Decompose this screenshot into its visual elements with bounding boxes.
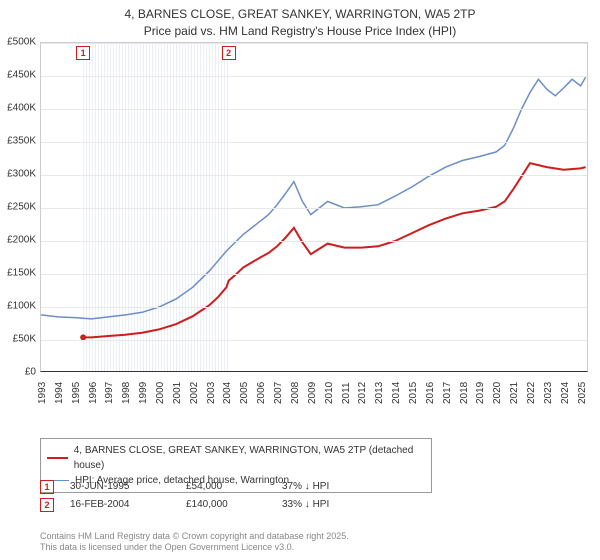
y-tick-label: £250K: [0, 202, 36, 213]
x-tick-label: 1999: [138, 382, 149, 404]
x-tick-label: 2023: [543, 382, 554, 404]
y-tick-label: £200K: [0, 235, 36, 246]
x-tick-label: 2001: [172, 382, 183, 404]
y-gridline: [41, 241, 587, 242]
x-tick-label: 2010: [324, 382, 335, 404]
x-tick-label: 2016: [425, 382, 436, 404]
series-price_paid: [83, 163, 585, 337]
legend-label: 4, BARNES CLOSE, GREAT SANKEY, WARRINGTO…: [74, 443, 425, 473]
x-tick-label: 1997: [104, 382, 115, 404]
y-tick-label: £50K: [0, 334, 36, 345]
x-tick-label: 2018: [459, 382, 470, 404]
title-line-1: 4, BARNES CLOSE, GREAT SANKEY, WARRINGTO…: [0, 6, 600, 23]
y-tick-label: £500K: [0, 37, 36, 48]
sale-row: 2 16-FEB-2004 £140,000 33% ↓ HPI: [40, 496, 362, 514]
y-gridline: [41, 274, 587, 275]
sale-row: 1 30-JUN-1995 £54,000 37% ↓ HPI: [40, 478, 362, 496]
series-hpi: [41, 77, 586, 319]
y-gridline: [41, 76, 587, 77]
x-tick-label: 2017: [442, 382, 453, 404]
x-tick-label: 2024: [560, 382, 571, 404]
x-tick-label: 2007: [273, 382, 284, 404]
x-tick-label: 1993: [37, 382, 48, 404]
x-tick-label: 2012: [357, 382, 368, 404]
y-gridline: [41, 142, 587, 143]
sale-marker-1: 1: [76, 46, 90, 60]
y-tick-label: £400K: [0, 103, 36, 114]
y-gridline: [41, 43, 587, 44]
sale-date: 16-FEB-2004: [70, 496, 170, 514]
plot-region: 12: [40, 42, 588, 372]
sale-pct-vs-hpi: 37% ↓ HPI: [282, 478, 362, 496]
x-tick-label: 2021: [509, 382, 520, 404]
x-tick-label: 1994: [54, 382, 65, 404]
sale-pct-vs-hpi: 33% ↓ HPI: [282, 496, 362, 514]
chart-area: 12 £0£50K£100K£150K£200K£250K£300K£350K£…: [40, 42, 588, 402]
y-gridline: [41, 340, 587, 341]
x-tick-label: 2008: [290, 382, 301, 404]
x-tick-label: 1998: [121, 382, 132, 404]
y-gridline: [41, 175, 587, 176]
y-tick-label: £350K: [0, 136, 36, 147]
y-tick-label: £450K: [0, 70, 36, 81]
x-tick-label: 2006: [256, 382, 267, 404]
legend-swatch: [47, 457, 68, 459]
x-tick-label: 2022: [526, 382, 537, 404]
y-tick-label: £100K: [0, 301, 36, 312]
x-tick-label: 1995: [71, 382, 82, 404]
y-gridline: [41, 109, 587, 110]
x-tick-label: 2005: [239, 382, 250, 404]
sale-number-box: 1: [40, 480, 54, 494]
x-tick-label: 2014: [391, 382, 402, 404]
title-line-2: Price paid vs. HM Land Registry's House …: [0, 23, 600, 40]
y-tick-label: £300K: [0, 169, 36, 180]
sale-date: 30-JUN-1995: [70, 478, 170, 496]
x-tick-label: 2013: [374, 382, 385, 404]
y-gridline: [41, 208, 587, 209]
chart-title: 4, BARNES CLOSE, GREAT SANKEY, WARRINGTO…: [0, 0, 600, 40]
x-tick-label: 2015: [408, 382, 419, 404]
sale-number-box: 2: [40, 498, 54, 512]
footer-line-2: This data is licensed under the Open Gov…: [40, 542, 349, 554]
y-tick-label: £0: [0, 367, 36, 378]
sales-table: 1 30-JUN-1995 £54,000 37% ↓ HPI 2 16-FEB-2004…: [40, 478, 362, 514]
x-tick-label: 2025: [577, 382, 588, 404]
x-tick-label: 2011: [341, 382, 352, 404]
x-tick-label: 2020: [492, 382, 503, 404]
y-tick-label: £150K: [0, 268, 36, 279]
x-tick-label: 2002: [189, 382, 200, 404]
attribution-footer: Contains HM Land Registry data © Crown c…: [40, 531, 349, 554]
y-gridline: [41, 307, 587, 308]
sale-marker-2: 2: [222, 46, 236, 60]
x-tick-label: 2004: [222, 382, 233, 404]
x-tick-label: 2000: [155, 382, 166, 404]
sale-price: £140,000: [186, 496, 266, 514]
footer-line-1: Contains HM Land Registry data © Crown c…: [40, 531, 349, 543]
x-tick-label: 2019: [475, 382, 486, 404]
sale-price: £54,000: [186, 478, 266, 496]
x-tick-label: 1996: [88, 382, 99, 404]
legend-item: 4, BARNES CLOSE, GREAT SANKEY, WARRINGTO…: [47, 443, 425, 473]
x-tick-label: 2003: [206, 382, 217, 404]
x-tick-label: 2009: [307, 382, 318, 404]
